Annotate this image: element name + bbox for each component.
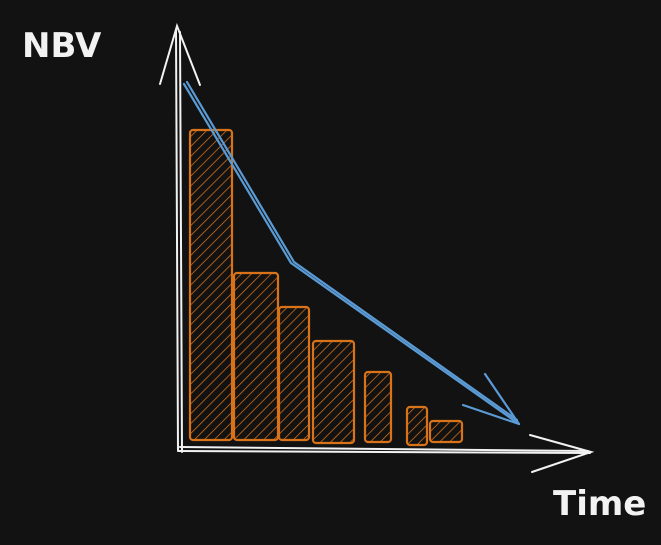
bar-3 <box>279 307 309 440</box>
bar-7 <box>430 421 462 442</box>
x-axis-label: Time <box>553 484 646 524</box>
bar-1 <box>190 130 232 440</box>
y-axis-label: NBV <box>22 26 102 66</box>
bar-5 <box>365 372 391 442</box>
bar-4 <box>313 341 354 443</box>
bar-6 <box>407 407 427 445</box>
bar-2 <box>234 273 278 440</box>
